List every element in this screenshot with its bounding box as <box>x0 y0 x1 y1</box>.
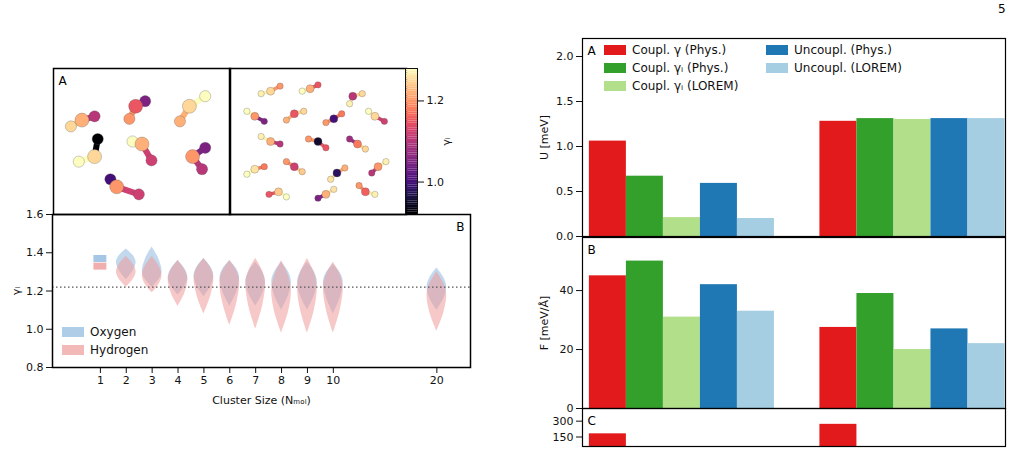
svg-text:1.0: 1.0 <box>556 140 574 153</box>
svg-text:0.8: 0.8 <box>26 361 44 374</box>
svg-text:C: C <box>588 414 596 428</box>
svg-text:1.4: 1.4 <box>26 246 44 259</box>
html-text:5: 5 <box>998 2 1006 16</box>
html-text:Coupl. γᵢ (LOREM): Coupl. γᵢ (LOREM) <box>632 79 739 93</box>
svg-text:2.0: 2.0 <box>556 50 574 63</box>
html-text:Uncoupl. (Phys.): Uncoupl. (Phys.) <box>794 43 892 57</box>
svg-text:1.5: 1.5 <box>556 95 574 108</box>
svg-text:9: 9 <box>304 374 311 387</box>
svg-text:3: 3 <box>149 374 156 387</box>
svg-text:1.6: 1.6 <box>26 208 44 221</box>
html-text:Coupl. γᵢ (Phys.): Coupl. γᵢ (Phys.) <box>632 61 729 75</box>
svg-text:γᵢ: γᵢ <box>440 137 453 146</box>
html-text:Oxygen: Oxygen <box>90 325 137 339</box>
svg-text:10: 10 <box>326 374 340 387</box>
svg-text:γᵢ: γᵢ <box>10 287 23 296</box>
svg-text:1.0: 1.0 <box>427 176 445 189</box>
svg-text:1.2: 1.2 <box>427 94 445 107</box>
svg-text:20: 20 <box>430 374 444 387</box>
svg-text:Cluster Size (Nₘₒₗ): Cluster Size (Nₘₒₗ) <box>212 394 311 407</box>
svg-text:1: 1 <box>97 374 104 387</box>
svg-text:1.2: 1.2 <box>26 285 44 298</box>
svg-text:40: 40 <box>560 284 574 297</box>
svg-text:5: 5 <box>200 374 207 387</box>
svg-text:B: B <box>456 220 464 234</box>
html-text:Uncoupl. (LOREM): Uncoupl. (LOREM) <box>794 61 902 75</box>
svg-text:F [meV/Å]: F [meV/Å] <box>538 296 551 351</box>
svg-text:20: 20 <box>560 343 574 356</box>
svg-text:A: A <box>59 74 68 88</box>
svg-text:0: 0 <box>567 402 574 415</box>
svg-text:0.5: 0.5 <box>556 185 574 198</box>
html-text:Hydrogen: Hydrogen <box>90 343 149 357</box>
svg-text:U [meV]: U [meV] <box>538 115 551 160</box>
svg-text:300: 300 <box>553 415 574 428</box>
svg-text:0.0: 0.0 <box>556 230 574 243</box>
svg-text:150: 150 <box>553 431 574 444</box>
svg-text:B: B <box>588 243 596 257</box>
svg-text:1.0: 1.0 <box>26 323 44 336</box>
svg-text:4: 4 <box>175 374 182 387</box>
svg-text:8: 8 <box>278 374 285 387</box>
svg-text:7: 7 <box>252 374 259 387</box>
svg-text:A: A <box>588 44 597 58</box>
svg-text:2: 2 <box>123 374 130 387</box>
html-text:Coupl. γ (Phys.): Coupl. γ (Phys.) <box>632 43 727 57</box>
svg-text:6: 6 <box>226 374 233 387</box>
